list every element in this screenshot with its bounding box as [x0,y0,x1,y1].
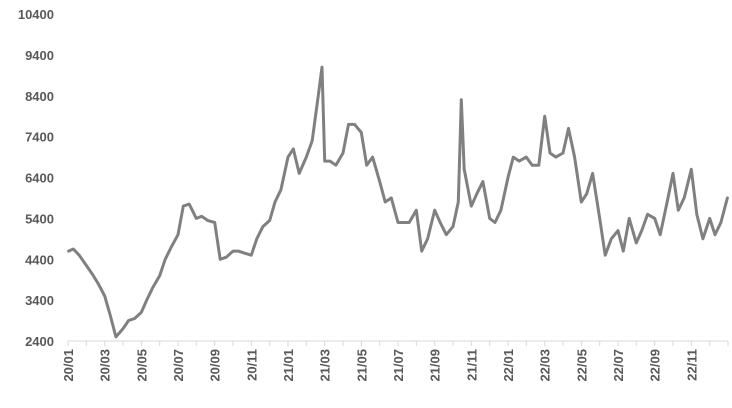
x-tick-label: 22/01 [501,349,516,382]
x-tick-label: 21/03 [318,349,333,382]
x-tick-label: 21/09 [428,349,443,382]
y-tick-label: 2400 [25,334,54,349]
plot-area [67,65,729,339]
x-tick-label: 21/07 [391,349,406,382]
x-tick-label: 22/11 [684,349,699,381]
series-line [67,65,729,339]
y-tick-label: 9400 [25,48,54,63]
x-tick-label: 22/07 [611,349,626,382]
y-tick-label: 8400 [25,89,54,104]
y-axis-tick-labels: 2400 3400 4400 5400 6400 7400 8400 9400 10400 [18,7,54,349]
x-tick-label: 22/03 [538,349,553,382]
x-tick-label: 20/05 [134,349,149,382]
y-tick-label: 3400 [25,293,54,308]
x-axis-tick-marks [67,341,729,346]
x-tick-label: 20/07 [171,349,186,382]
y-tick-label: 7400 [25,130,54,145]
x-tick-label: 21/01 [281,349,296,382]
x-tick-label: 22/09 [648,349,663,382]
x-tick-label: 21/11 [464,349,479,381]
x-tick-label: 20/01 [61,349,76,382]
y-tick-label: 4400 [25,252,54,267]
x-tick-label: 20/03 [98,349,113,382]
x-axis-tick-labels: 20/01 20/03 20/05 20/07 20/09 20/11 21/01 21/03… [61,349,699,382]
x-tick-label: 21/05 [354,349,369,382]
y-tick-label: 5400 [25,211,54,226]
y-tick-label: 10400 [18,7,54,22]
x-tick-label: 22/05 [574,349,589,382]
x-tick-label: 20/09 [208,349,223,382]
y-tick-label: 6400 [25,171,54,186]
x-tick-label: 20/11 [244,349,259,381]
